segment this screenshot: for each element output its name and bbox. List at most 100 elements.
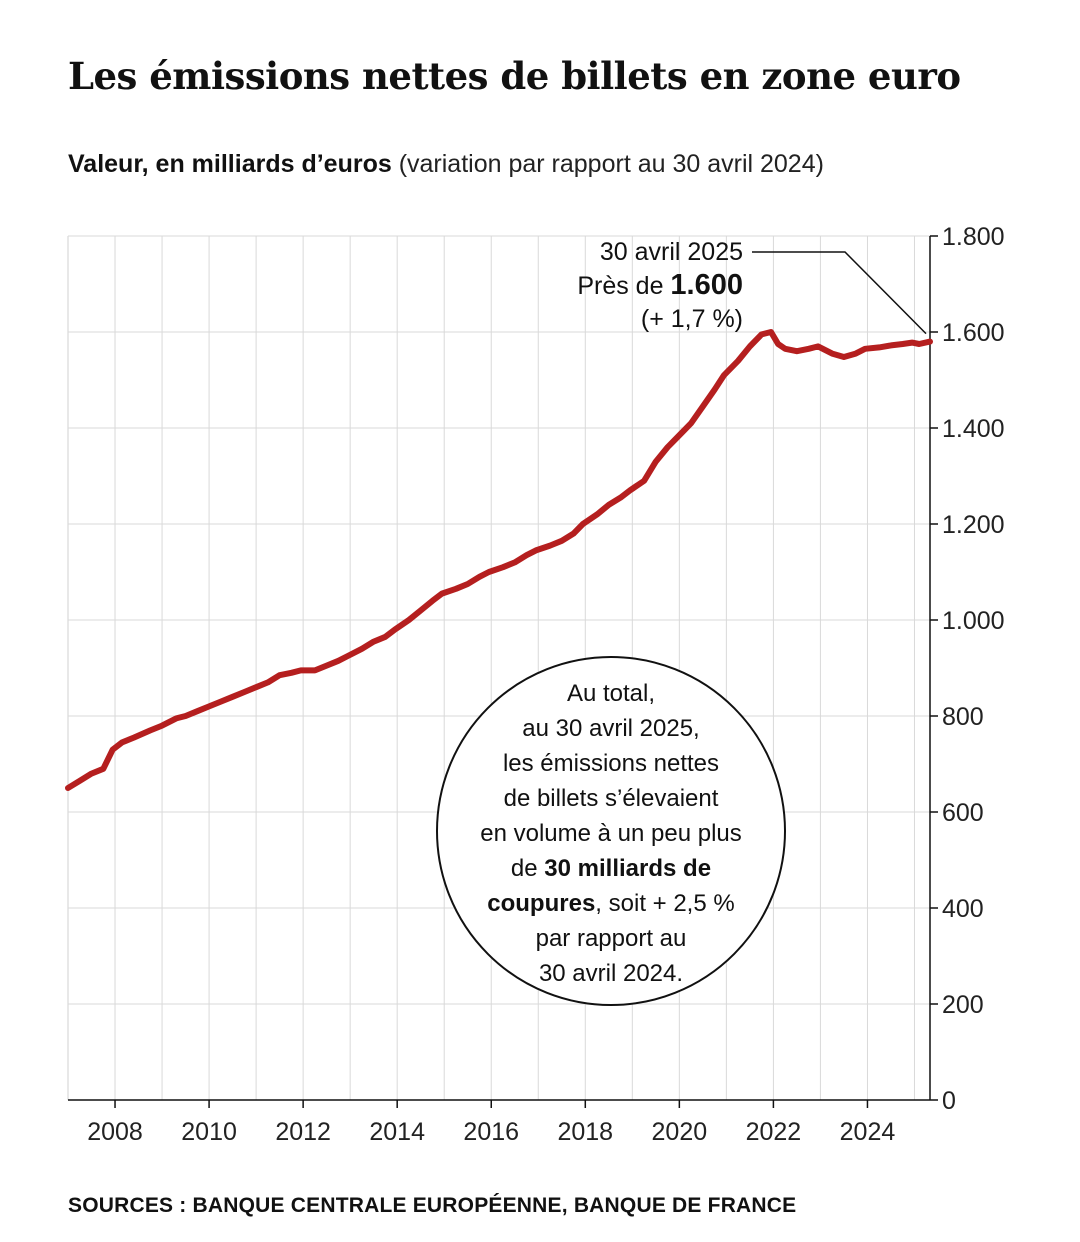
data-point [78, 779, 82, 783]
data-point [877, 345, 881, 349]
data-point [783, 347, 787, 351]
x-tick-label: 2018 [557, 1118, 613, 1146]
data-point [901, 342, 905, 346]
chart-subtitle: Valeur, en milliards d’euros (variation … [68, 150, 824, 179]
bubble-line: de billets s’élevaient [503, 784, 719, 812]
y-tick-label: 800 [942, 703, 984, 731]
peak-annotation: 30 avril 2025 Près de 1.600 (+ 1,7 %) [577, 236, 743, 336]
data-point [595, 512, 599, 516]
bubble-line: au 30 avril 2025, [522, 714, 700, 742]
x-tick-label: 2020 [652, 1118, 708, 1146]
data-point [440, 592, 444, 596]
subtitle-light: (variation par rapport au 30 avril 2024) [398, 150, 824, 178]
annotation-leader-line [752, 251, 927, 335]
y-tick-label: 400 [942, 895, 984, 923]
bubble-line: par rapport au [535, 924, 687, 952]
data-point [513, 560, 517, 564]
data-point [628, 488, 632, 492]
data-point [299, 668, 303, 672]
data-point [174, 716, 178, 720]
summary-bubble: Au total, au 30 avril 2025, les émission… [436, 656, 786, 1006]
data-point [360, 647, 364, 651]
data-point [325, 664, 329, 668]
data-point [336, 659, 340, 663]
bubble-line: coupures, soit + 2,5 % [480, 886, 742, 921]
data-point [863, 347, 867, 351]
y-tick-label: 1.400 [942, 415, 1005, 443]
bubble-line: les émissions nettes [502, 749, 720, 777]
data-point [830, 352, 834, 356]
data-point [928, 340, 932, 344]
data-point [184, 714, 188, 718]
data-point [266, 680, 270, 684]
data-point [675, 436, 679, 440]
data-point [607, 503, 611, 507]
sources-note: SOURCES : BANQUE CENTRALE EUROPÉENNE, BA… [68, 1194, 797, 1217]
data-point [713, 388, 717, 392]
y-tick-label: 1.200 [942, 511, 1005, 539]
data-point [231, 695, 235, 699]
x-tick-label: 2012 [275, 1118, 331, 1146]
annotation-prefix: Près de [577, 272, 671, 300]
data-point [132, 736, 136, 740]
y-tick-label: 200 [942, 991, 984, 1019]
data-point [816, 344, 820, 348]
data-point [769, 330, 773, 334]
data-point [682, 428, 686, 432]
data-point [487, 570, 491, 574]
data-point [195, 709, 199, 713]
data-point [722, 373, 726, 377]
annotation-value-line: Près de 1.600 [577, 269, 743, 303]
data-point [383, 635, 387, 639]
subtitle-bold: Valeur, en milliards d’euros [68, 150, 392, 178]
data-point [148, 728, 152, 732]
x-tick-label: 2022 [746, 1118, 802, 1146]
data-point [642, 479, 646, 483]
y-tick-label: 1.000 [942, 607, 1005, 635]
data-point [120, 740, 124, 744]
data-point [619, 496, 623, 500]
data-point [160, 724, 164, 728]
data-point [313, 668, 317, 672]
data-point [254, 685, 258, 689]
annotation-change: (+ 1,7 %) [640, 305, 743, 333]
data-point [101, 767, 105, 771]
x-tick-label: 2014 [369, 1118, 425, 1146]
data-point [111, 748, 115, 752]
data-point [560, 539, 564, 543]
annotation-value: 1.600 [670, 269, 743, 301]
data-point [572, 532, 576, 536]
data-point [525, 553, 529, 557]
x-tick-label: 2010 [181, 1118, 237, 1146]
y-tick-label: 0 [942, 1087, 956, 1115]
data-point [219, 700, 223, 704]
data-point [207, 704, 211, 708]
x-tick-label: 2024 [840, 1118, 896, 1146]
data-point [548, 544, 552, 548]
bubble-text: Au total, au 30 avril 2025, les émission… [480, 672, 742, 991]
data-point [776, 342, 780, 346]
data-point [346, 654, 350, 658]
bubble-line: en volume à un peu plus [480, 819, 742, 847]
chart-title: Les émissions nettes de billets en zone … [68, 54, 961, 98]
bubble-line: 30 avril 2024. [538, 959, 684, 987]
bubble-line: Au total, [566, 679, 656, 707]
data-point [917, 342, 921, 346]
data-point [701, 404, 705, 408]
data-point [242, 690, 246, 694]
data-point [419, 608, 423, 612]
data-point [748, 344, 752, 348]
data-point [430, 599, 434, 603]
data-point [372, 640, 376, 644]
bubble-bold-2: coupures [487, 889, 596, 917]
data-point [66, 786, 70, 790]
data-point [454, 587, 458, 591]
data-point [534, 548, 538, 552]
data-point [90, 772, 94, 776]
data-point [278, 673, 282, 677]
data-point [501, 565, 505, 569]
data-point [842, 355, 846, 359]
data-point [854, 352, 858, 356]
annotation-date: 30 avril 2025 [599, 238, 743, 266]
data-point [477, 575, 481, 579]
